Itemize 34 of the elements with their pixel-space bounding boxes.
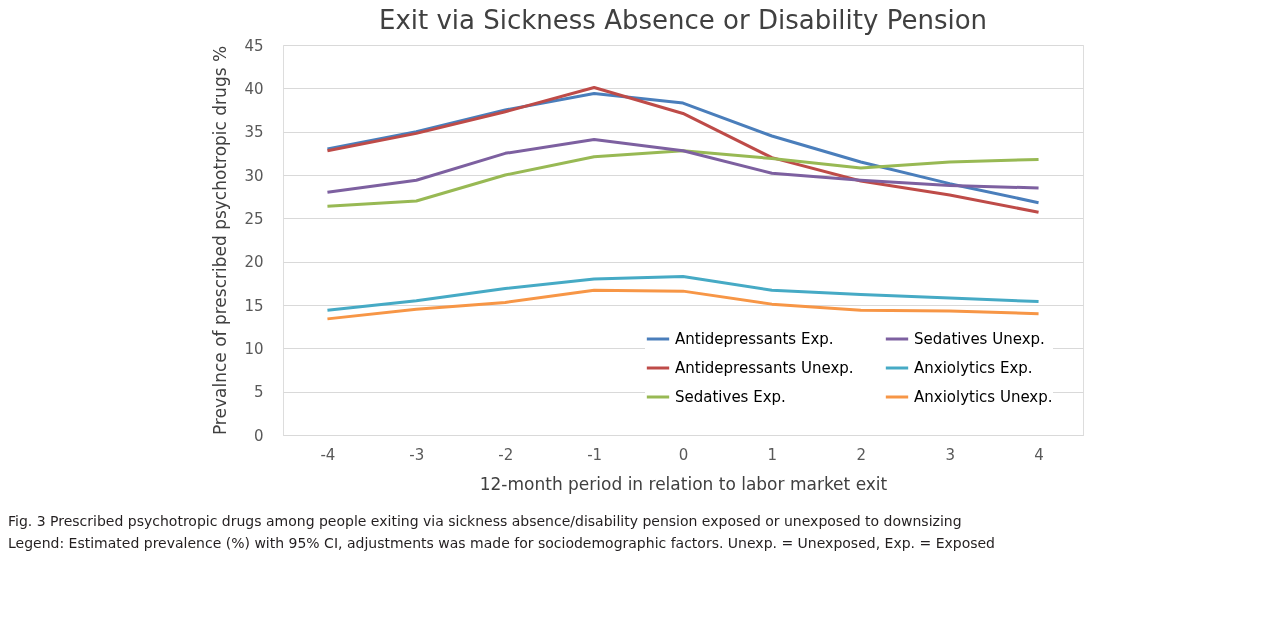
line-series	[325, 137, 1041, 194]
y-tick-label: 10	[244, 339, 264, 358]
y-tick-label: 45	[244, 36, 264, 55]
x-tick-label: -4	[320, 445, 336, 464]
legend-label: Sedatives Exp.	[675, 388, 786, 406]
legend-label: Anxiolytics Exp.	[914, 359, 1033, 377]
chart-title: Exit via Sickness Absence or Disability Pension	[378, 5, 988, 35]
y-tick-label: 40	[244, 79, 264, 98]
x-tick-label: -2	[498, 445, 514, 464]
x-tick-label: 3	[945, 445, 955, 464]
x-tick-label: 2	[856, 445, 867, 464]
y-tick-label: 30	[244, 166, 264, 185]
legend-label: Antidepressants Exp.	[675, 330, 834, 348]
y-tick-label: 25	[244, 209, 264, 228]
y-tick-label: 35	[244, 123, 264, 142]
x-axis-title: 12-month period in relation to labor market exit	[479, 473, 888, 494]
x-tick-label: 1	[767, 445, 778, 464]
line-series	[325, 274, 1041, 312]
x-tick-label: -1	[587, 445, 603, 464]
x-tick-label: -3	[409, 445, 425, 464]
x-tick-label: 0	[678, 445, 689, 464]
legend-label: Antidepressants Unexp.	[675, 359, 854, 377]
legend-label: Anxiolytics Unexp.	[914, 388, 1053, 406]
y-tick-label: 20	[244, 253, 264, 272]
line-series	[325, 149, 1041, 208]
caption: Fig. 3 Prescribed psychotropic drugs among people exiting via sickness absence/disability pension exposed or unexposed to downsizing	[8, 513, 962, 529]
legend-label: Sedatives Unexp.	[914, 330, 1045, 348]
y-tick-label: 5	[253, 383, 264, 402]
y-tick-label: 0	[253, 426, 264, 445]
y-tick-label: 15	[244, 296, 264, 315]
line-series	[325, 288, 1041, 321]
text: Legend: Estimated prevalence (%) with 95% CI, adjustments was made for sociodemographic factors. Unexp. = Unexposed, Exp. = Exposed	[8, 535, 996, 551]
x-tick-label: 4	[1034, 445, 1044, 464]
y-axis-title: Prevalnce of prescribed psychotropic drugs %	[210, 45, 231, 436]
